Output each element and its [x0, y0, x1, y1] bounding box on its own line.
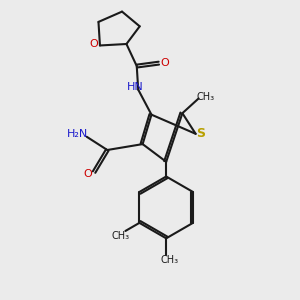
Text: CH₃: CH₃ [160, 255, 178, 265]
Text: S: S [196, 127, 206, 140]
Text: CH₃: CH₃ [197, 92, 215, 102]
Text: HN: HN [127, 82, 144, 92]
Text: CH₃: CH₃ [112, 231, 130, 241]
Text: O: O [160, 58, 169, 68]
Text: O: O [89, 39, 98, 49]
Text: H₂N: H₂N [67, 129, 88, 140]
Text: O: O [83, 169, 92, 178]
